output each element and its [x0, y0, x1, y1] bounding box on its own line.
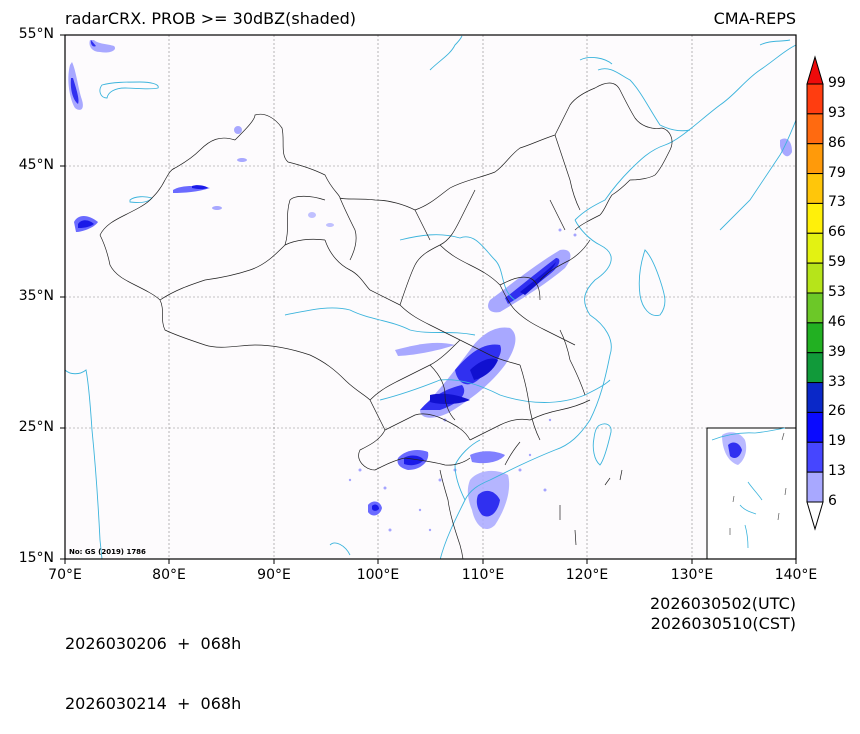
colorbar-tick-label: 39	[828, 343, 846, 360]
colorbar-over-triangle	[806, 55, 824, 85]
colorbar-segment	[806, 411, 824, 443]
tick-marks	[60, 34, 797, 564]
map-approval-note: No: GS (2019) 1786	[69, 548, 146, 556]
colorbar-tick-label: 93	[828, 104, 846, 121]
colorbar-segment	[806, 173, 824, 204]
colorbar-tick-label: 33	[828, 373, 846, 390]
colorbar-segment	[806, 113, 824, 145]
admin-borders	[99, 82, 673, 559]
colorbar-tick-label: 79	[828, 164, 846, 181]
coastlines	[65, 35, 796, 559]
colorbar-segment	[806, 322, 824, 354]
colorbar-tick-label: 86	[828, 134, 846, 151]
colorbar-segment	[806, 441, 824, 473]
colorbar-segment	[806, 262, 824, 294]
graticule	[65, 35, 796, 559]
ytick-label: 35°N	[18, 288, 54, 304]
ytick-label: 45°N	[18, 157, 54, 173]
map-plot	[60, 34, 824, 564]
colorbar-tick-label: 26	[828, 403, 846, 420]
colorbar-tick-label: 6	[828, 493, 837, 509]
south-china-sea-inset	[706, 427, 797, 560]
xtick-label: 90°E	[257, 567, 291, 583]
map-title: radarCRX. PROB >= 30dBZ(shaded)	[65, 9, 357, 28]
xtick-label: 80°E	[152, 567, 186, 583]
xtick-label: 100°E	[356, 567, 400, 583]
colorbar-segment	[806, 471, 824, 503]
colorbar-tick-label: 99	[828, 75, 846, 91]
xtick-label: 140°E	[774, 567, 818, 583]
colorbar-tick-label: 13	[828, 463, 846, 480]
colorbar-segment	[806, 232, 824, 264]
colorbar	[806, 55, 824, 531]
colorbar-segment	[806, 352, 824, 384]
colorbar-segment	[806, 83, 824, 115]
valid-times: 2026030502(UTC) 2026030510(CST)	[650, 594, 796, 634]
model-name: CMA-REPS	[713, 9, 796, 28]
valid-time-cst: 2026030510(CST)	[650, 614, 796, 633]
colorbar-segment	[806, 202, 824, 234]
colorbar-tick-label: 66	[828, 224, 846, 241]
colorbar-tick-label: 53	[828, 284, 846, 300]
colorbar-tick-label: 19	[828, 433, 846, 450]
colorbar-segment	[806, 143, 824, 175]
xtick-label: 70°E	[48, 567, 82, 583]
colorbar-segment	[806, 382, 824, 413]
init-time-cst: 2026030214 + 068h	[65, 694, 242, 713]
ytick-label: 25°N	[18, 419, 54, 435]
colorbar-under-triangle	[806, 501, 824, 531]
colorbar-tick-label: 73	[828, 194, 846, 211]
xtick-label: 120°E	[565, 567, 609, 583]
ytick-label: 15°N	[18, 550, 54, 566]
init-time-utc: 2026030206 + 068h	[65, 634, 242, 653]
colorbar-segment	[806, 292, 824, 324]
colorbar-tick-label: 46	[828, 313, 846, 330]
xtick-label: 130°E	[670, 567, 714, 583]
xtick-label: 110°E	[461, 567, 505, 583]
init-times: 2026030206 + 068h 2026030214 + 068h	[65, 594, 241, 734]
ytick-label: 55°N	[18, 26, 54, 42]
colorbar-tick-label: 59	[828, 254, 846, 271]
valid-time-utc: 2026030502(UTC)	[650, 594, 796, 613]
